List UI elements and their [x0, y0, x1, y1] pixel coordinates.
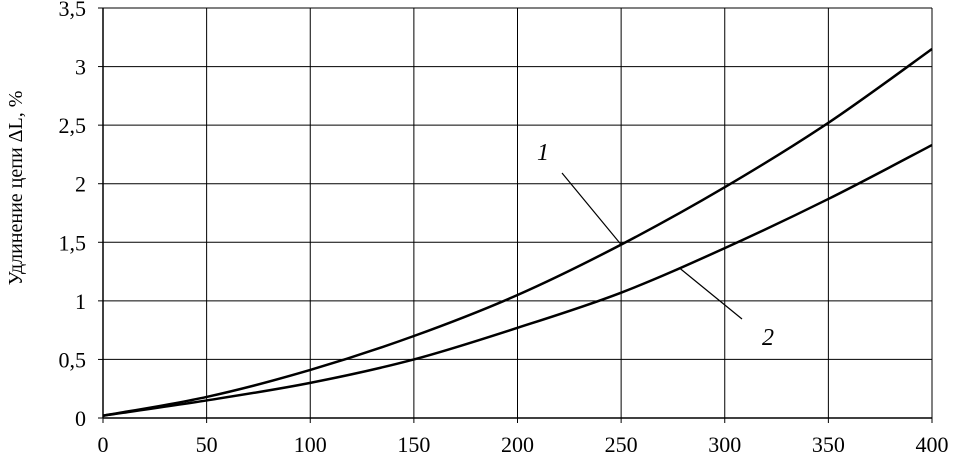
tick-labels: 0 50 100 150 200 250 300 350 400 0 0,5 1 1,5 2 2,5 3 3,5	[59, 0, 949, 457]
y-tick-label: 0,5	[59, 347, 87, 372]
x-tick-label: 200	[501, 432, 534, 457]
curve-label-1: 1	[537, 140, 549, 166]
grid	[102, 7, 933, 419]
y-tick-label: 2,5	[59, 113, 87, 138]
curve-label-2: 2	[762, 325, 774, 351]
annotation-leader-1	[561, 172, 622, 246]
x-tick-label: 300	[708, 432, 741, 457]
series-group	[102, 47, 933, 417]
x-tick-label: 150	[397, 432, 430, 457]
x-tick-label: 0	[98, 432, 109, 457]
y-tick-label: 3,5	[59, 0, 87, 21]
x-tick-label: 100	[294, 432, 327, 457]
y-tick-label: 3	[75, 55, 86, 80]
x-tick-label: 50	[196, 432, 218, 457]
y-tick-label: 0	[75, 406, 86, 431]
x-tick-label: 350	[812, 432, 845, 457]
annotation-leader-2	[678, 267, 743, 320]
axes	[98, 7, 933, 423]
series-line-2	[102, 143, 933, 417]
y-axis-label: Удлинение цепи ΔL, %	[5, 91, 27, 286]
x-tick-label: 400	[916, 432, 949, 457]
series-line-1	[102, 47, 933, 417]
y-tick-label: 1	[75, 289, 86, 314]
x-tick-label: 250	[605, 432, 638, 457]
y-tick-label: 1,5	[59, 230, 87, 255]
y-tick-label: 2	[75, 172, 86, 197]
annotations: 12	[537, 140, 774, 351]
